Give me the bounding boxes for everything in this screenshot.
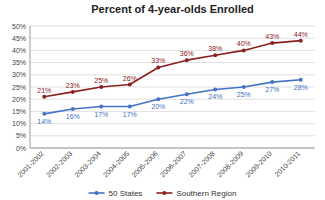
legend-item: Southern Region [156, 189, 236, 198]
x-tick-label: 2003-2004 [73, 150, 102, 179]
point [242, 85, 246, 89]
point [42, 112, 46, 116]
y-tick-label: 45% [12, 35, 26, 42]
grid-line [30, 99, 315, 100]
grid-line [30, 74, 315, 75]
data-label: 27% [265, 86, 279, 93]
data-label: 17% [94, 111, 108, 118]
grid-line [30, 50, 315, 51]
point [242, 48, 246, 52]
data-label: 23% [66, 82, 80, 89]
y-tick-label: 10% [12, 120, 26, 127]
x-tick-label: 2009-2010 [244, 150, 273, 179]
y-tick-label: 40% [12, 47, 26, 54]
grid-line [30, 62, 315, 63]
y-tick-label: 20% [12, 96, 26, 103]
data-label: 28% [294, 84, 308, 91]
y-tick-label: 35% [12, 59, 26, 66]
point [156, 65, 160, 69]
data-label: 24% [208, 93, 222, 100]
legend-marker [95, 191, 99, 195]
data-label: 44% [294, 31, 308, 38]
y-tick-label: 5% [16, 132, 26, 139]
title: Percent of 4-year-olds Enrolled [91, 3, 254, 15]
y-tick-label: 25% [12, 84, 26, 91]
data-label: 22% [180, 98, 194, 105]
point [71, 90, 75, 94]
point [128, 105, 132, 109]
x-tick-label: 2010-2011 [273, 150, 301, 178]
x-axis [30, 148, 315, 149]
data-label: 16% [66, 113, 80, 120]
point [213, 53, 217, 57]
data-label: 20% [151, 103, 165, 110]
legend: 50 States Southern Region [89, 189, 237, 198]
data-label: 43% [265, 33, 279, 40]
chart: Percent of 4-year-olds Enrolled 0% 5% 10% 15… [0, 0, 325, 200]
data-label: 25% [237, 91, 251, 98]
series-line [44, 41, 301, 97]
series-line [44, 80, 301, 114]
point [299, 39, 303, 43]
point [213, 87, 217, 91]
data-label: 14% [37, 118, 51, 125]
point [270, 80, 274, 84]
data-label: 25% [94, 77, 108, 84]
x-tick-label: 2008-2009 [216, 150, 245, 179]
data-label: 26% [123, 75, 137, 82]
x-tick-label: 2006-2007 [159, 150, 188, 179]
point [156, 97, 160, 101]
point [42, 95, 46, 99]
y-tick-label: 50% [12, 23, 26, 30]
data-label: 36% [180, 50, 194, 57]
grid-line [30, 148, 315, 149]
data-label: 17% [123, 111, 137, 118]
point [270, 41, 274, 45]
y-tick-label: 15% [12, 108, 26, 115]
y-tick-label: 0% [16, 145, 26, 152]
point [99, 105, 103, 109]
legend-label: Southern Region [176, 189, 236, 198]
legend-label: 50 States [109, 189, 143, 198]
grid-line [30, 111, 315, 112]
point [185, 92, 189, 96]
data-label: 40% [237, 40, 251, 47]
point [128, 83, 132, 87]
x-tick-label: 2002-2003 [45, 150, 74, 179]
data-label: 21% [37, 87, 51, 94]
x-tick-label: 2005-2006 [130, 150, 159, 179]
y-axis [30, 26, 31, 148]
data-label: 33% [151, 57, 165, 64]
legend-marker [162, 191, 166, 195]
grid-line [30, 135, 315, 136]
legend-item: 50 States [89, 189, 143, 198]
x-tick-label: 2004-2005 [102, 150, 131, 179]
data-label: 38% [208, 45, 222, 52]
y-tick-label: 30% [12, 71, 26, 78]
plot-area [42, 39, 303, 116]
point [185, 58, 189, 62]
point [99, 85, 103, 89]
x-tick-label: 2001-2002 [16, 150, 45, 179]
grid-line [30, 123, 315, 124]
x-tick-label: 2007-2008 [187, 150, 216, 179]
grid-line [30, 26, 315, 27]
point [71, 107, 75, 111]
point [299, 78, 303, 82]
